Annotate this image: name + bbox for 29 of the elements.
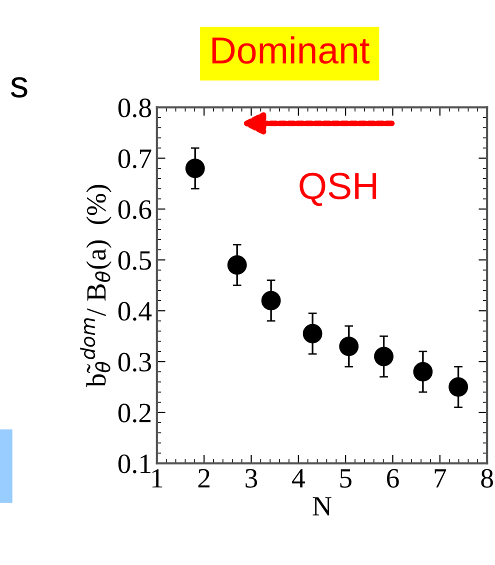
y-tick-label: 0.8 bbox=[118, 98, 151, 118]
y-tick-label: 0.4 bbox=[118, 302, 152, 321]
y-tick-label: 0.6 bbox=[118, 200, 152, 220]
point bbox=[413, 362, 433, 382]
x-axis-title: N bbox=[312, 497, 332, 516]
y-tick-label: 0.2 bbox=[118, 404, 151, 422]
x-tick-label: 1 bbox=[152, 469, 162, 488]
x-tick-label: 3 bbox=[246, 469, 258, 488]
x-tick-label: 8 bbox=[481, 468, 493, 488]
x-tick-label: 4 bbox=[292, 469, 305, 488]
point bbox=[227, 255, 247, 275]
point bbox=[302, 324, 322, 344]
point bbox=[261, 290, 281, 310]
x-tick-label: 7 bbox=[434, 469, 446, 488]
point bbox=[339, 336, 359, 356]
x-tick-label: 2 bbox=[198, 469, 210, 488]
y-tick-label: 0.3 bbox=[118, 352, 151, 372]
point bbox=[374, 346, 394, 366]
x-tick-label: 5 bbox=[340, 469, 352, 488]
x-tick-label: 6 bbox=[386, 469, 399, 488]
y-axis-title: b̃$_{θ}$$^{dom}$/ B$_{θ}$(a) (%) bbox=[80, 184, 112, 388]
text: s bbox=[10, 77, 28, 98]
annotation: QSH bbox=[300, 172, 376, 206]
y-tick-label: 0.1 bbox=[118, 454, 150, 474]
text: Dominant bbox=[212, 36, 370, 64]
y-tick-label: 0.7 bbox=[118, 149, 152, 168]
y-tick-label: 0.5 bbox=[118, 251, 151, 270]
point bbox=[448, 377, 468, 397]
point bbox=[185, 158, 205, 178]
